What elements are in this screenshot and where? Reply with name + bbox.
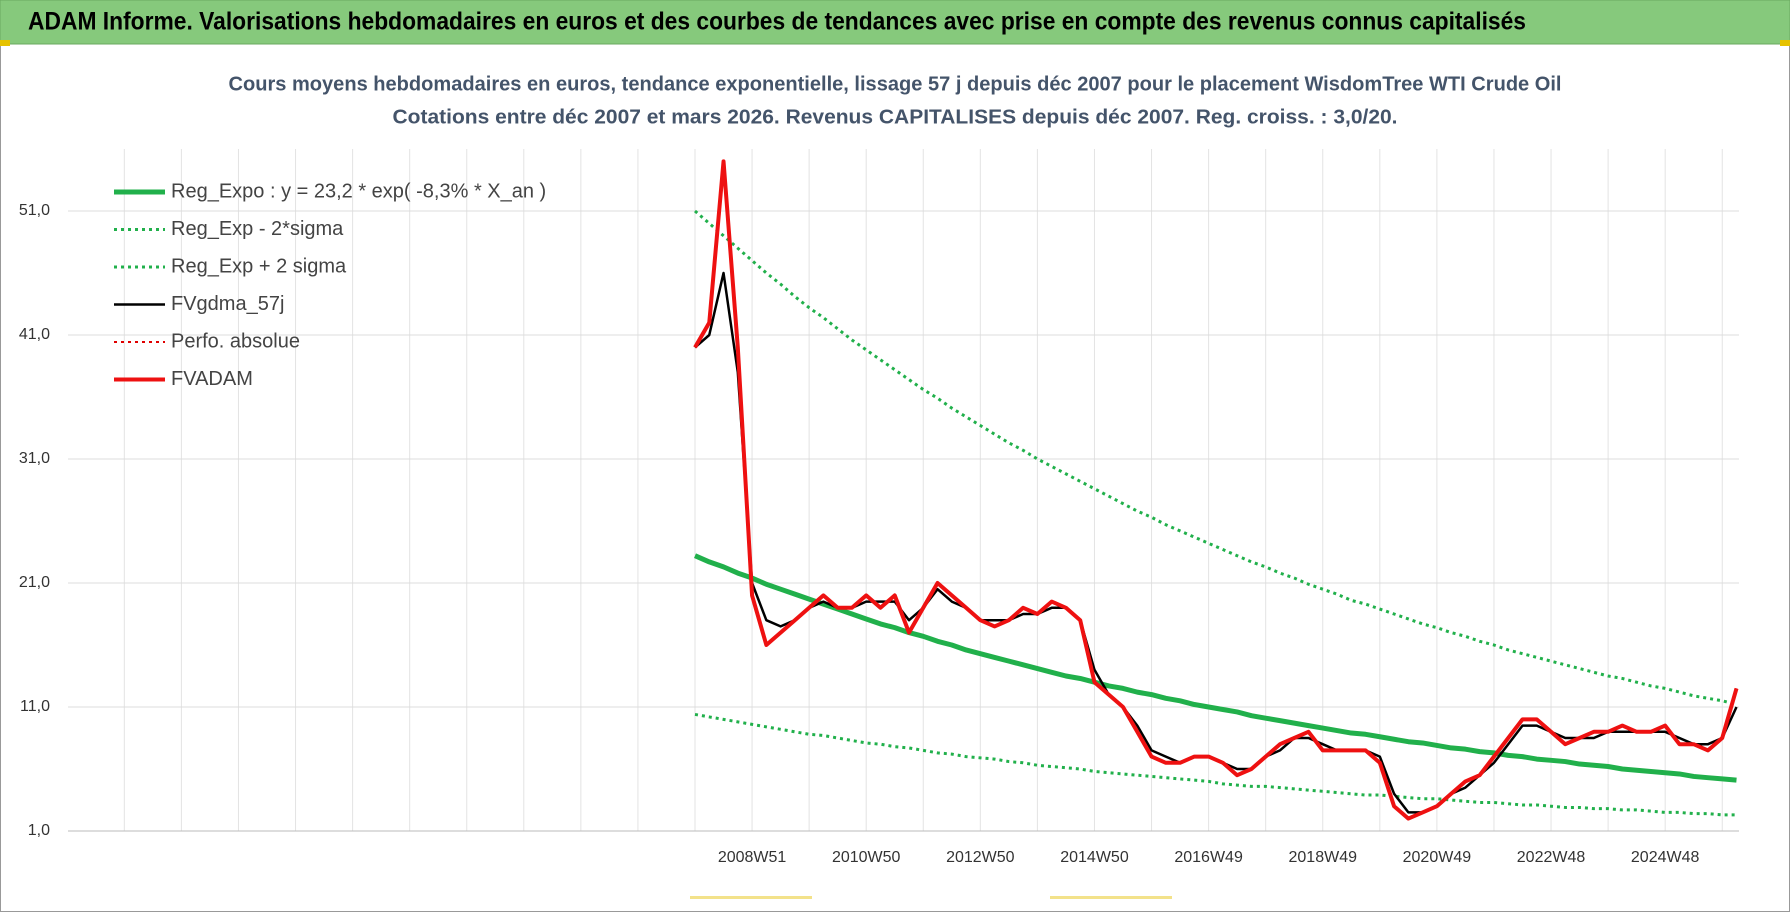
legend-label: Reg_Exp - 2*sigma <box>171 218 344 240</box>
header-bar <box>0 0 1790 45</box>
legend: Reg_Expo : y = 23,2 * exp( -8,3% * X_an … <box>114 180 546 390</box>
decoration <box>1050 896 1172 899</box>
y-tick-label: 1,0 <box>28 822 50 839</box>
y-tick-label: 41,0 <box>19 326 50 343</box>
x-tick-label: 2018W49 <box>1289 849 1358 866</box>
x-tick-label: 2014W50 <box>1060 849 1129 866</box>
x-tick-label: 2024W48 <box>1631 849 1700 866</box>
legend-label: Reg_Exp + 2 sigma <box>171 255 347 277</box>
y-tick-label: 21,0 <box>19 574 50 591</box>
corner-mark <box>0 40 10 46</box>
x-tick-label: 2022W48 <box>1517 849 1586 866</box>
chart-subtitle: Cotations entre déc 2007 et mars 2026. R… <box>393 106 1398 128</box>
legend-label: FVgdma_57j <box>171 293 284 315</box>
corner-mark <box>1780 40 1790 46</box>
axes: 1,0 11,0 21,0 31,0 41,0 51,0 2008W51 2010W50 201… <box>19 202 1739 866</box>
decoration <box>690 896 812 899</box>
x-tick-label: 2008W51 <box>718 849 787 866</box>
chart-title: Cours moyens hebdomadaires en euros, ten… <box>229 73 1562 95</box>
series-line <box>694 209 1737 706</box>
plot-lines <box>693 159 1739 821</box>
series-line <box>694 712 1737 817</box>
x-tick-label: 2010W50 <box>832 849 901 866</box>
legend-label: Reg_Expo : y = 23,2 * exp( -8,3% * X_an … <box>171 180 546 202</box>
x-tick-label: 2012W50 <box>946 849 1015 866</box>
legend-label: Perfo. absolue <box>171 330 300 352</box>
legend-label: FVADAM <box>171 368 253 390</box>
series-line <box>694 553 1737 783</box>
page-title: ADAM Informe. Valorisations hebdomadaire… <box>28 8 1526 36</box>
v-grid <box>123 149 1723 831</box>
x-tick-label: 2020W49 <box>1403 849 1472 866</box>
y-tick-label: 11,0 <box>20 698 50 715</box>
y-tick-label: 51,0 <box>19 202 50 219</box>
y-tick-label: 31,0 <box>19 450 50 467</box>
x-tick-label: 2016W49 <box>1174 849 1243 866</box>
series-line <box>693 159 1739 821</box>
